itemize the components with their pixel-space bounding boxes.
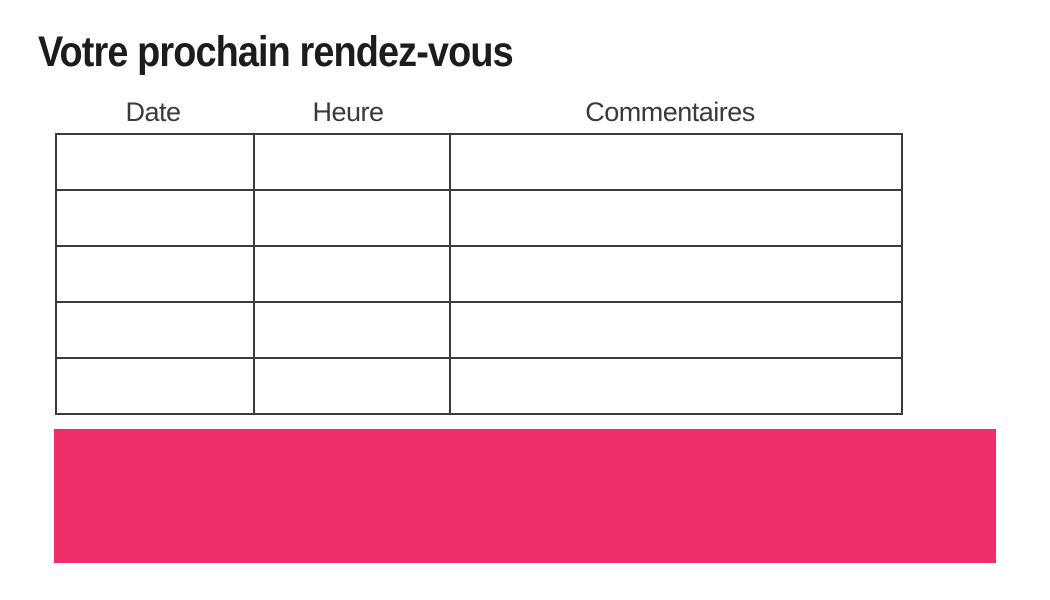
table-cell xyxy=(55,245,255,303)
page-title: Votre prochain rendez-vous xyxy=(38,28,514,76)
table-row xyxy=(55,357,903,415)
table-cell xyxy=(449,133,903,191)
table-column-headers: Date Heure Commentaires xyxy=(55,92,895,128)
table-cell xyxy=(253,357,451,415)
table-cell xyxy=(55,301,255,359)
table-row xyxy=(55,245,903,303)
column-header-date: Date xyxy=(125,97,181,127)
table-cell xyxy=(253,133,451,191)
table-cell xyxy=(55,357,255,415)
pink-banner xyxy=(54,429,996,563)
table-row xyxy=(55,133,903,191)
column-header-commentaires: Commentaires xyxy=(585,97,755,127)
table-cell xyxy=(449,189,903,247)
table-row xyxy=(55,189,903,247)
column-header-heure: Heure xyxy=(312,97,384,127)
table-cell xyxy=(253,301,451,359)
table-cell xyxy=(253,189,451,247)
table-cell xyxy=(449,245,903,303)
table-cell xyxy=(55,133,255,191)
table-cell xyxy=(449,357,903,415)
appointments-table xyxy=(55,133,903,415)
table-row xyxy=(55,301,903,359)
appointments-table-body xyxy=(55,133,903,415)
table-cell xyxy=(449,301,903,359)
table-cell xyxy=(55,189,255,247)
table-cell xyxy=(253,245,451,303)
